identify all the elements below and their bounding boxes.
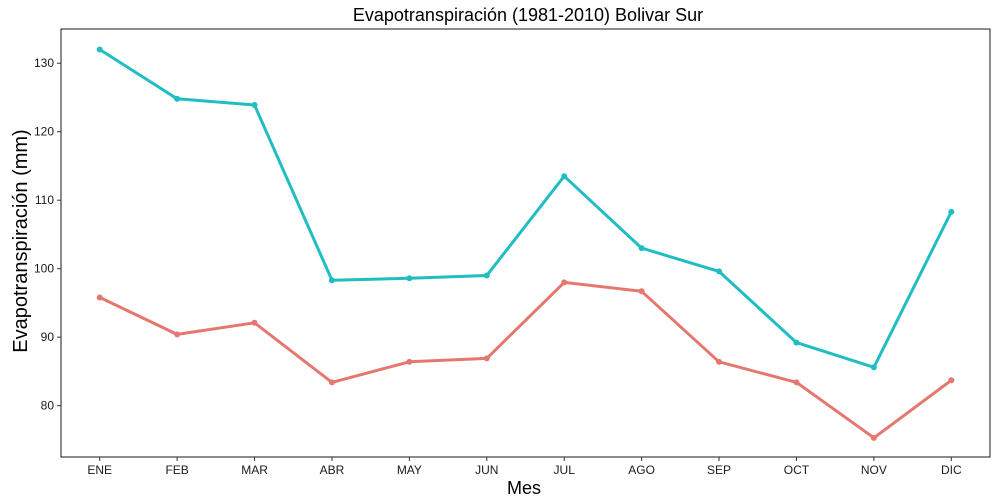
chart-title: Evapotranspiración (1981-2010) Bolivar S…	[353, 5, 703, 25]
data-point	[328, 379, 335, 386]
x-tick-label-abr: ABR	[320, 463, 345, 477]
series-line-1	[98, 48, 953, 369]
data-point	[96, 294, 103, 301]
y-tick-label: 80	[41, 399, 55, 413]
x-tick-label-mar: MAR	[241, 463, 268, 477]
data-point	[328, 277, 335, 284]
y-axis-title: Evapotranspiración (mm)	[10, 129, 32, 352]
y-tick-label: 110	[35, 193, 54, 207]
x-tick-label-nov: NOV	[861, 463, 887, 477]
data-point	[251, 102, 258, 109]
x-tick-label-jun: JUN	[475, 463, 498, 477]
data-point	[638, 245, 645, 252]
data-point	[561, 279, 568, 286]
x-tick-label-sep: SEP	[707, 463, 731, 477]
data-point	[174, 331, 181, 338]
data-point	[793, 379, 800, 386]
data-point	[406, 275, 413, 282]
x-tick-label-jul: JUL	[554, 463, 576, 477]
y-tick-label: 90	[41, 330, 55, 344]
data-point	[948, 208, 955, 215]
data-point	[870, 364, 877, 371]
x-axis: ENE FEB MAR ABR MAY JUN JUL AGO SEP OCT NOV DIC	[87, 457, 962, 477]
data-point	[870, 434, 877, 441]
data-point	[251, 319, 258, 326]
data-point	[948, 377, 955, 384]
x-tick-label-feb: FEB	[165, 463, 188, 477]
data-point	[561, 173, 568, 180]
data-point	[174, 95, 181, 102]
y-tick-label: 130	[34, 56, 54, 70]
data-point	[406, 358, 413, 365]
y-tick-label: 120	[34, 125, 54, 139]
x-tick-label-oct: OCT	[784, 463, 810, 477]
data-point	[716, 358, 723, 365]
y-tick-label: 100	[34, 262, 54, 276]
data-point	[793, 339, 800, 346]
x-tick-label-may: MAY	[397, 463, 422, 477]
series-line-2	[98, 280, 953, 440]
series-group	[96, 46, 955, 441]
x-tick-label-ago: AGO	[628, 463, 655, 477]
x-axis-title: Mes	[507, 478, 541, 498]
data-point	[638, 288, 645, 295]
data-point	[96, 46, 103, 53]
data-point	[716, 268, 723, 275]
x-tick-label-dic: DIC	[941, 463, 962, 477]
x-tick-label-ene: ENE	[87, 463, 112, 477]
y-axis: 80 90 100 110 120 130	[34, 56, 61, 413]
data-point	[483, 272, 490, 279]
plot-panel	[60, 28, 991, 458]
data-point	[483, 355, 490, 362]
